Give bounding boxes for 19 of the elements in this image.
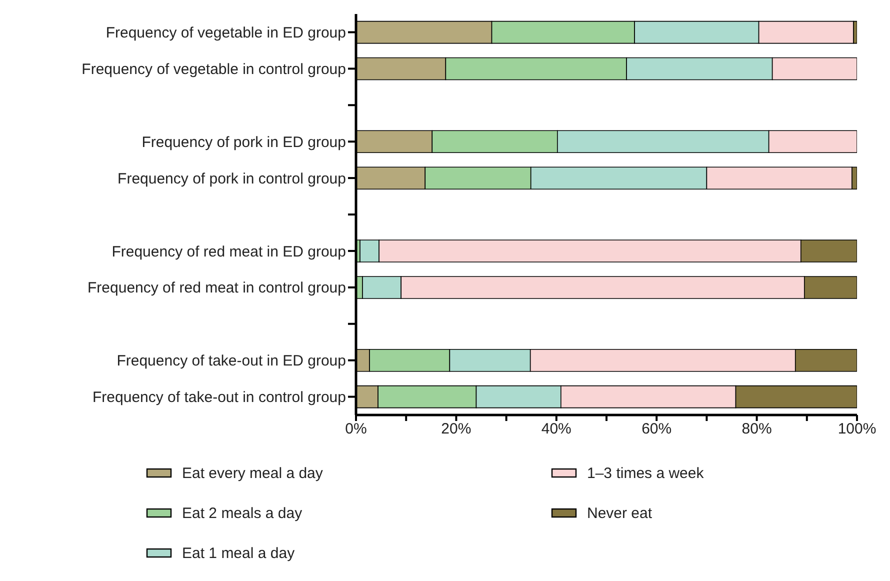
legend-label: Eat every meal a day	[182, 464, 323, 482]
y-tick-label: Frequency of pork in control group	[118, 170, 346, 188]
y-tick-label: Frequency of vegetable in ED group	[106, 24, 346, 42]
x-tick-label: 20%	[441, 420, 472, 438]
legend-label: Eat 2 meals a day	[182, 504, 302, 522]
x-tick-label: 100%	[838, 420, 876, 438]
legend-label: Eat 1 meal a day	[182, 544, 295, 562]
y-tick-label: Frequency of pork in ED group	[142, 134, 346, 151]
x-tick-label: 0%	[345, 420, 367, 438]
x-tick-label: 80%	[742, 420, 772, 438]
y-tick-label: Frequency of vegetable in control group	[82, 61, 346, 78]
y-tick-label: Frequency of take-out in ED group	[116, 352, 346, 370]
y-tick-label: Frequency of take-out in control group	[92, 389, 346, 406]
y-tick-label: Frequency of red meat in control group	[88, 280, 346, 297]
x-tick-label: 60%	[642, 420, 672, 438]
y-tick-label: Frequency of red meat in ED group	[112, 243, 346, 260]
legend-label: Never eat	[587, 504, 652, 522]
legend-label: 1–3 times a week	[587, 464, 704, 482]
x-tick-label: 40%	[541, 420, 572, 438]
